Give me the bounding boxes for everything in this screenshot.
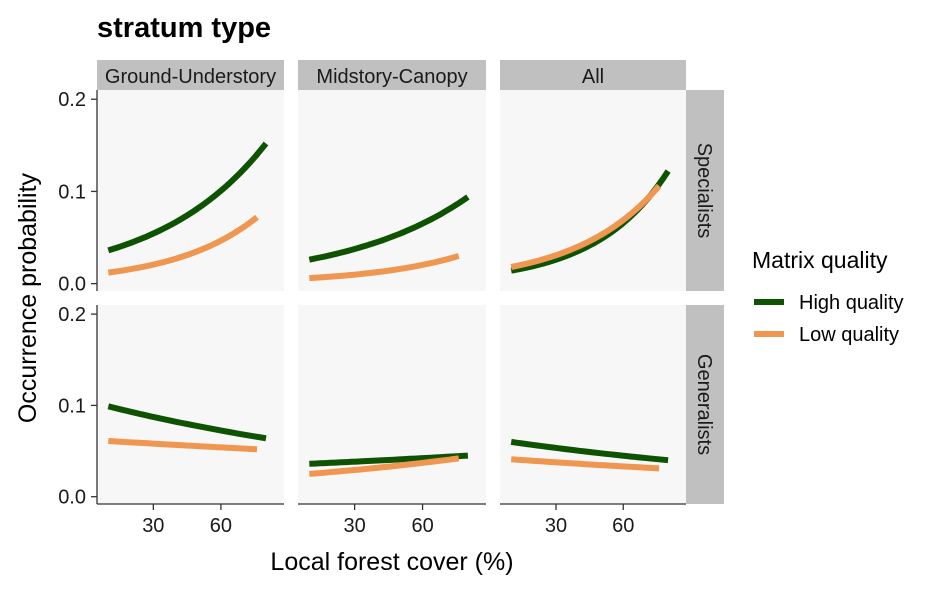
legend: Matrix quality High quality Low quality (752, 247, 904, 346)
legend-label-high-quality: High quality (799, 292, 904, 314)
series-line-high-quality-generalists-midstory-canopy (309, 452, 469, 467)
series-line-low-quality-generalists-all (511, 456, 660, 472)
row-strip-label-generalists: Generalists (693, 354, 715, 455)
chart-title: stratum type (97, 12, 271, 44)
x-axis-title: Local forest cover (%) (270, 548, 513, 576)
y-axis-title: Occurrence probability (14, 172, 42, 423)
y-tick-label: 0.1 (58, 395, 86, 417)
row-strip-specialists (686, 90, 724, 291)
panel-bg-generalists-all (500, 305, 686, 504)
panel-bg-specialists-midstory-canopy (298, 90, 486, 291)
panels-layer: Ground-Understory Midstory-Canopy All Speci… (58, 60, 724, 537)
row-strip-generalists (686, 305, 724, 504)
series-line-low-quality-specialists-ground-understory (107, 214, 259, 276)
x-tick-label: 30 (142, 515, 164, 537)
series-line-low-quality-generalists-ground-understory (108, 438, 258, 453)
y-tick-label: 0.2 (58, 89, 86, 111)
column-strip-ground-understory (97, 60, 284, 90)
x-tick-label: 60 (612, 515, 634, 537)
series-line-high-quality-specialists-ground-understory (107, 141, 269, 254)
legend-title: Matrix quality (752, 247, 888, 273)
column-strip-label-midstory-canopy: Midstory-Canopy (316, 66, 467, 88)
y-tick-label: 0.1 (58, 181, 86, 203)
row-strip-label-specialists: Specialists (693, 143, 715, 239)
column-strip-midstory-canopy (298, 60, 486, 90)
column-strip-label-ground-understory: Ground-Understory (105, 66, 276, 88)
series-line-low-quality-generalists-midstory-canopy (309, 455, 460, 477)
column-strip-all (500, 60, 686, 90)
column-strip-label-all: All (582, 66, 604, 88)
legend-label-low-quality: Low quality (799, 324, 899, 346)
x-tick-label: 30 (545, 515, 567, 537)
panel-bg-specialists-ground-understory (97, 90, 284, 291)
series-line-high-quality-generalists-ground-understory (107, 403, 267, 442)
x-tick-label: 60 (411, 515, 433, 537)
y-tick-label: 0.0 (58, 274, 86, 296)
y-tick-label: 0.0 (58, 487, 86, 509)
panel-bg-generalists-ground-understory (97, 305, 284, 504)
series-line-low-quality-specialists-all (510, 183, 662, 270)
series-line-high-quality-generalists-all (510, 438, 669, 464)
y-tick-label: 0.2 (58, 304, 86, 326)
series-line-low-quality-specialists-midstory-canopy (309, 253, 460, 282)
series-line-high-quality-specialists-midstory-canopy (308, 194, 470, 263)
x-tick-label: 30 (344, 515, 366, 537)
x-tick-label: 60 (210, 515, 232, 537)
